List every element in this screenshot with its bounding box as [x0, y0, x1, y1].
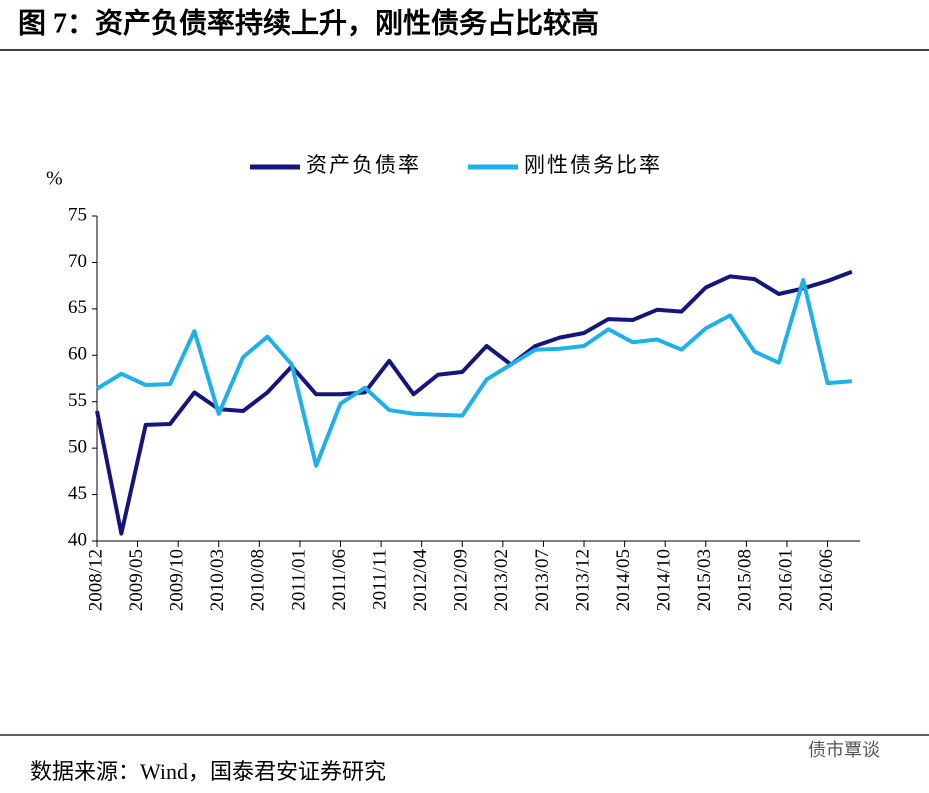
x-tick-label: 2010/08	[248, 549, 269, 611]
x-tick-label: 2015/03	[694, 549, 715, 611]
x-tick-label: 2016/06	[816, 549, 837, 611]
x-tick-label: 2014/05	[613, 549, 634, 611]
x-tick-label: 2009/05	[126, 549, 147, 611]
source: 数据来源：Wind，国泰君安证券研究	[30, 759, 386, 784]
y-axis-label: %	[46, 168, 63, 190]
x-tick-label: 2011/11	[369, 549, 390, 610]
y-tick-label: 75	[68, 204, 87, 225]
x-tick-label: 2011/01	[288, 549, 309, 611]
watermark: 债市覃谈	[808, 740, 880, 760]
x-tick-label: 2013/12	[572, 549, 593, 611]
x-tick-label: 2015/08	[735, 549, 756, 611]
legend-label: 刚性债务比率	[524, 153, 662, 177]
chart-title: 图 7：资产负债率持续上升，刚性债务占比较高	[18, 6, 599, 39]
x-tick-label: 2013/07	[532, 549, 553, 611]
legend-label: 资产负债率	[306, 153, 421, 177]
x-tick-label: 2016/01	[775, 549, 796, 611]
x-tick-label: 2013/02	[491, 549, 512, 611]
series-line	[95, 278, 853, 468]
y-tick-label: 55	[68, 390, 87, 411]
y-tick-label: 70	[68, 251, 87, 272]
x-tick-label: 2008/12	[85, 549, 106, 611]
y-tick-label: 50	[68, 437, 87, 458]
y-tick-label: 40	[68, 529, 87, 550]
x-tick-label: 2011/06	[329, 549, 350, 611]
x-tick-label: 2010/03	[207, 549, 228, 611]
x-tick-label: 2014/10	[654, 549, 675, 611]
y-tick-label: 60	[68, 344, 87, 365]
y-tick-label: 65	[68, 297, 87, 318]
series-line	[95, 269, 853, 536]
x-tick-label: 2012/09	[451, 549, 472, 611]
x-tick-label: 2012/04	[410, 549, 431, 612]
x-tick-label: 2009/10	[167, 549, 188, 611]
y-tick-label: 45	[68, 483, 87, 504]
